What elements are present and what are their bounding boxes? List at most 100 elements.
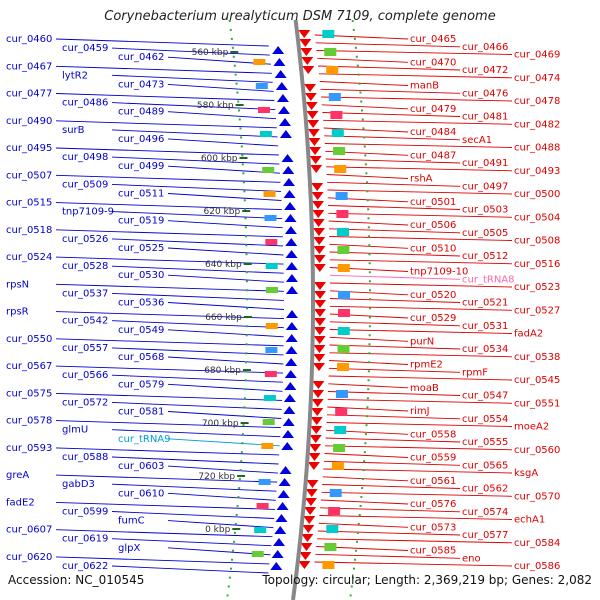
left-gene-label: glpX [118, 543, 140, 554]
left-leader-line [55, 93, 275, 101]
left-strand-gene-arrow [277, 490, 290, 498]
left-gene-label: cur_0496 [118, 134, 164, 145]
left-strand-gene-arrow [284, 202, 297, 210]
left-gene-block [253, 59, 266, 65]
right-leader-line [329, 344, 461, 350]
right-gene-label: cur_0561 [410, 476, 456, 487]
left-strand-gene-arrow [278, 478, 291, 486]
right-leader-line [328, 367, 461, 373]
accession-text: Accession: NC_010545 [8, 573, 145, 587]
right-gene-block [338, 309, 350, 317]
left-strand-gene-arrow [275, 514, 288, 522]
genome-title: Corynebacterium urealyticum DSM 7109, co… [104, 9, 496, 24]
right-leader-line [326, 422, 513, 427]
right-leader-line [318, 522, 409, 528]
right-strand-gene-arrow [302, 525, 315, 533]
right-strand-gene-arrow [301, 57, 314, 65]
left-gene-label: cur_0495 [6, 143, 52, 154]
right-leader-line [325, 437, 461, 443]
right-leader-line [315, 42, 461, 48]
right-gene-label: echA1 [514, 515, 545, 526]
right-gene-label: cur_0497 [462, 181, 508, 192]
right-gene-block [328, 507, 341, 515]
left-gene-label: cur_0620 [6, 552, 52, 563]
scale-tick-label: 620 kbp [204, 207, 241, 217]
right-leader-line [319, 81, 409, 86]
right-strand-gene-arrow [309, 156, 322, 164]
right-strand-gene-arrow [300, 543, 313, 551]
left-strand-gene-arrow [282, 178, 295, 186]
right-gene-label: cur_0506 [410, 220, 456, 231]
left-leader-line [111, 374, 283, 383]
right-gene-label: rshA [410, 174, 433, 185]
left-gene-label: cur_0499 [118, 161, 164, 172]
left-gene-label: cur_0507 [6, 170, 52, 181]
left-leader-line [55, 501, 276, 510]
right-leader-line [328, 228, 461, 234]
right-gene-label: cur_0576 [410, 499, 456, 510]
right-leader-line [329, 321, 461, 327]
left-gene-label: cur_0579 [118, 379, 164, 390]
right-strand-gene-arrow [312, 210, 325, 218]
right-leader-line [327, 398, 513, 404]
left-gene-label: cur_0550 [6, 334, 52, 345]
right-strand-gene-arrow [300, 48, 313, 56]
left-strand-gene-arrow [285, 262, 298, 270]
left-strand-gene-arrow [274, 70, 287, 78]
right-gene-label: cur_0574 [462, 507, 508, 518]
right-gene-block [337, 264, 350, 272]
right-gene-block [337, 363, 349, 371]
left-leader-line [167, 138, 279, 147]
right-leader-line [320, 499, 409, 505]
right-strand-gene-arrow [304, 84, 317, 92]
right-gene-label: cur_0545 [514, 375, 560, 386]
left-gene-block [265, 347, 278, 353]
right-leader-line [329, 282, 513, 288]
right-leader-line [321, 104, 409, 110]
right-strand-gene-arrow [310, 417, 323, 425]
right-gene-block [337, 327, 350, 335]
right-leader-line [324, 453, 409, 458]
left-gene-label: cur_0566 [62, 370, 108, 381]
right-strand-gene-arrow [309, 147, 322, 155]
right-gene-label: cur_0503 [462, 205, 508, 216]
right-strand-gene-arrow [313, 291, 326, 299]
right-strand-gene-arrow [309, 435, 322, 443]
right-gene-block [324, 543, 337, 551]
right-gene-label: cur_0586 [514, 561, 560, 572]
right-gene-block [337, 246, 350, 254]
right-gene-label: cur_0547 [462, 391, 508, 402]
left-leader-line [167, 111, 277, 120]
left-gene-label: cur_0568 [118, 352, 164, 363]
left-gene-label: cur_0509 [62, 179, 108, 190]
left-gene-block [265, 239, 278, 245]
left-gene-label: cur_0498 [62, 152, 108, 163]
left-strand-gene-arrow [273, 58, 286, 66]
left-gene-label: cur_0511 [118, 189, 164, 200]
left-strand-gene-arrow [285, 346, 298, 354]
right-leader-line [316, 538, 513, 544]
left-gene-label: cur_0459 [62, 43, 108, 54]
right-strand-gene-arrow [299, 39, 312, 47]
right-leader-line [318, 73, 513, 79]
left-gene-block [251, 551, 264, 557]
left-leader-line [167, 193, 282, 201]
right-leader-line [328, 375, 513, 381]
left-gene-label: cur_0593 [6, 443, 52, 454]
right-strand-gene-arrow [307, 120, 320, 128]
left-leader-line [55, 283, 284, 292]
right-gene-label: cur_0501 [410, 197, 456, 208]
right-strand-gene-arrow [313, 237, 326, 245]
right-leader-line [315, 553, 461, 559]
left-leader-line [167, 274, 284, 283]
left-strand-gene-arrow [285, 238, 298, 246]
scale-tick-label: 660 kbp [205, 313, 242, 323]
left-leader-line [167, 438, 280, 447]
right-leader-line [323, 119, 513, 125]
right-leader-line [328, 383, 409, 389]
left-strand-gene-arrow [270, 562, 283, 570]
scale-tick-label: 700 kbp [202, 419, 239, 429]
right-strand-gene-arrow [307, 129, 320, 137]
right-leader-line [329, 305, 513, 311]
right-leader-line [323, 460, 461, 466]
